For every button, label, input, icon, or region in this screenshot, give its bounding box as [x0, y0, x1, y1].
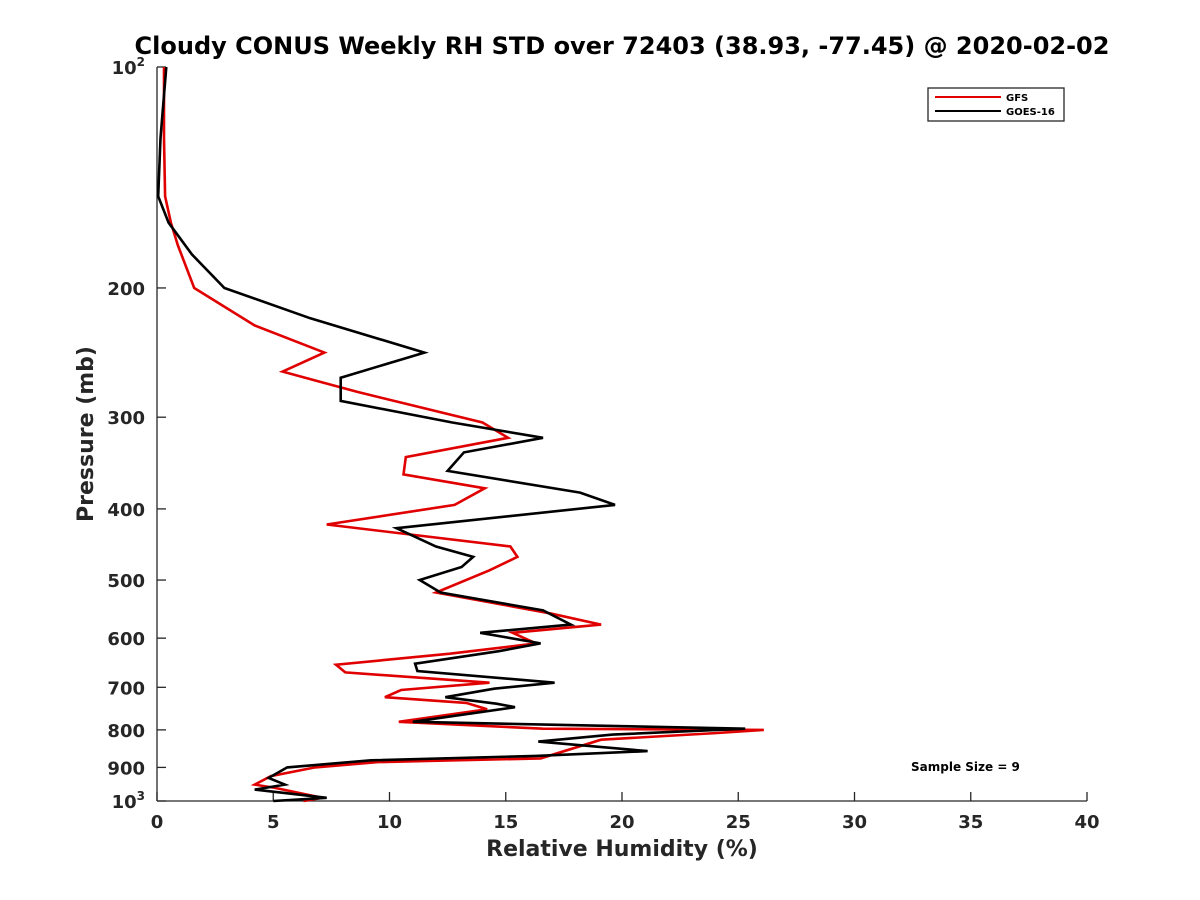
legend-box: [927, 87, 1065, 122]
series-line-goes16: [156, 66, 746, 803]
x-ticks: 0 5 10 15 20 25 30 35 40: [151, 792, 1100, 833]
plot-area: 0 5 10 15 20 25 30 35 40 102 200 300 400 500 600 700 80…: [107, 55, 1099, 833]
y-tick-label: 200: [107, 279, 145, 300]
x-tick-label: 5: [267, 812, 280, 833]
x-tick-label: 0: [151, 812, 164, 833]
x-tick-label: 20: [609, 812, 634, 833]
series-line-gfs: [162, 67, 764, 803]
legend-label-gfs: GFS: [1006, 93, 1028, 104]
y-ticks: 102 200 300 400 500 600 700 800 900 103: [107, 55, 166, 813]
sample-size-annotation: Sample Size = 9: [911, 760, 1020, 774]
y-tick-label: 300: [107, 408, 145, 429]
y-tick-label: 600: [107, 629, 145, 650]
x-tick-label: 15: [493, 812, 518, 833]
y-tick-label: 700: [107, 678, 145, 699]
x-tick-label: 30: [842, 812, 867, 833]
series-lines: [156, 66, 764, 803]
legend: GFS GOES-16: [927, 87, 1065, 122]
x-tick-label: 25: [726, 812, 751, 833]
y-tick-label: 102: [112, 55, 145, 79]
y-tick-label: 103: [112, 789, 145, 813]
x-tick-label: 10: [377, 812, 402, 833]
y-tick-label: 500: [107, 571, 145, 592]
x-tick-label: 35: [958, 812, 983, 833]
y-tick-label: 400: [107, 500, 145, 521]
legend-label-goes16: GOES-16: [1006, 107, 1055, 118]
x-tick-label: 40: [1074, 812, 1099, 833]
y-tick-label: 800: [107, 721, 145, 742]
chart-title: Cloudy CONUS Weekly RH STD over 72403 (3…: [135, 32, 1110, 60]
y-tick-label: 900: [107, 758, 145, 779]
y-axis-label: Pressure (mb): [74, 346, 99, 522]
x-axis-label: Relative Humidity (%): [486, 837, 758, 862]
